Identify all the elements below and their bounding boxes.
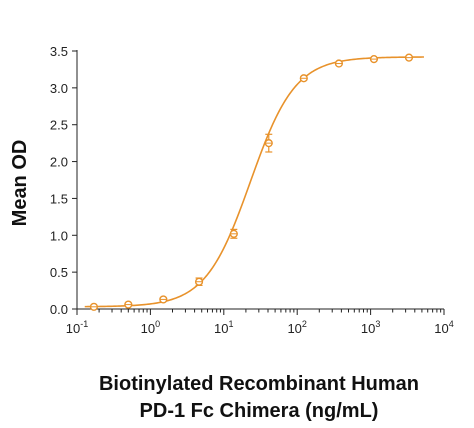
data-point	[404, 53, 414, 62]
data-point	[159, 295, 168, 304]
x-axis-title: Biotinylated Recombinant Human PD-1 Fc Ch…	[99, 373, 419, 422]
y-axis: 0.0 0.5 1.0 1.5 2.0 2.5 3.0 3.5	[50, 44, 78, 317]
y-tick-label: 1.0	[50, 228, 68, 243]
x-axis-label-line: PD-1 Fc Chimera (ng/mL)	[140, 400, 379, 422]
data-point	[334, 59, 344, 68]
data-point	[194, 277, 204, 287]
fit-curve-line	[84, 56, 424, 308]
y-tick-label: 1.5	[50, 191, 68, 206]
data-point	[369, 55, 379, 64]
x-tick-label: 103	[361, 319, 380, 336]
x-tick-label: 102	[287, 319, 306, 336]
data-point	[299, 74, 308, 83]
x-tick-label: 10-1	[66, 319, 88, 336]
x-tick-label: 101	[214, 319, 233, 336]
y-tick-label: 0.5	[50, 265, 68, 280]
y-tick-label: 2.5	[50, 118, 68, 133]
data-point	[264, 133, 273, 153]
x-tick-label: 100	[141, 319, 160, 336]
x-axis: 10-1 100 101 102 103 104	[66, 308, 454, 336]
data-point	[124, 300, 133, 309]
fit-curve	[84, 56, 424, 308]
y-tick-label: 3.5	[50, 44, 68, 59]
y-tick-label: 2.0	[50, 155, 68, 170]
x-tick-label: 104	[434, 319, 453, 336]
data-point	[229, 228, 238, 239]
data-point	[89, 302, 99, 311]
y-tick-label: 0.0	[50, 302, 68, 317]
y-tick-label: 3.0	[50, 81, 68, 96]
y-axis-title: Mean OD	[9, 140, 31, 227]
x-axis-label-line: Biotinylated Recombinant Human	[99, 373, 419, 395]
y-axis-label: Mean OD	[9, 140, 31, 227]
data-points	[89, 53, 414, 311]
